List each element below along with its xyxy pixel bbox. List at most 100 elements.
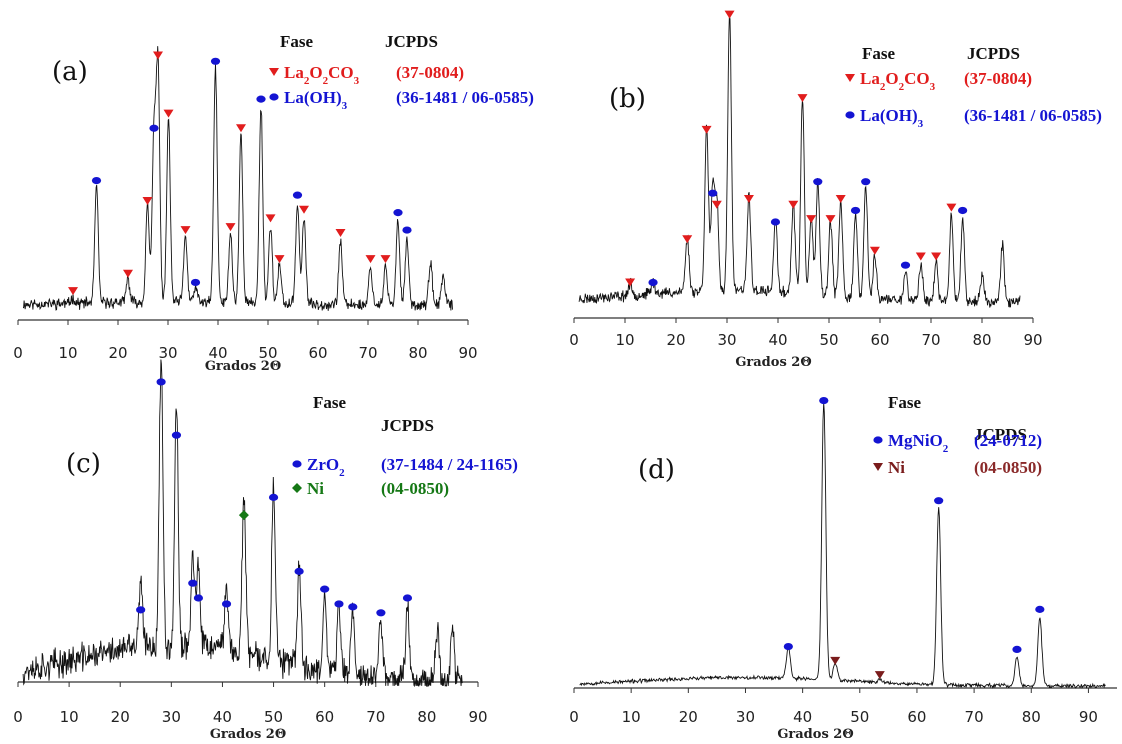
- x-tick-label: 40: [208, 344, 227, 362]
- x-tick-label: 0: [13, 708, 23, 726]
- x-tick-label: 50: [258, 344, 277, 362]
- peak-marker-triangle-icon: [915, 252, 926, 261]
- xrd-trace: [578, 14, 1021, 308]
- x-tick-label: 10: [58, 344, 77, 362]
- peak-marker-triangle-icon: [274, 255, 285, 264]
- peak-marker-triangle-icon: [236, 124, 246, 133]
- legend-jcpds-card: (37-0804): [964, 69, 1032, 88]
- x-tick-label: 70: [358, 344, 377, 362]
- legend-jcpds-card: (24-0712): [974, 431, 1042, 450]
- legend-header-jcpds: JCPDS: [967, 44, 1020, 63]
- peak-marker-triangle-icon: [153, 51, 163, 60]
- x-tick-label: 80: [417, 708, 436, 726]
- peak-marker-triangle-icon: [743, 194, 754, 203]
- peak-marker-circle-icon: [149, 124, 159, 132]
- peak-marker-circle-icon: [334, 600, 344, 608]
- peak-marker-triangle-icon: [625, 278, 636, 287]
- legend-header-phase: Fase: [280, 32, 314, 51]
- peak-marker-circle-icon: [193, 594, 204, 602]
- peak-marker-triangle-icon: [946, 203, 957, 212]
- x-tick-label: 60: [870, 331, 889, 349]
- peak-marker-triangle-icon: [711, 200, 722, 209]
- peak-marker-circle-icon: [819, 396, 829, 405]
- peak-marker-triangle-icon: [225, 223, 236, 232]
- peak-marker-circle-icon: [136, 606, 146, 614]
- peak-marker-triangle-icon: [682, 235, 693, 244]
- legend-marker-circle-icon: [269, 93, 279, 101]
- x-tick-label: 20: [108, 344, 127, 362]
- peak-marker-triangle-icon: [68, 287, 78, 296]
- peak-marker-circle-icon: [156, 378, 166, 386]
- peak-marker-triangle-icon: [869, 246, 880, 255]
- x-tick-label: 30: [158, 344, 177, 362]
- peak-marker-circle-icon: [958, 206, 968, 215]
- peak-marker-triangle-icon: [825, 215, 836, 224]
- x-axis-label: Grados 2Θ: [205, 359, 281, 374]
- legend-header-phase: Fase: [862, 44, 896, 63]
- x-tick-label: 40: [768, 331, 787, 349]
- x-tick-label: 70: [965, 708, 984, 726]
- peak-marker-circle-icon: [171, 431, 182, 439]
- x-tick-label: 20: [679, 708, 698, 726]
- peak-marker-triangle-icon: [142, 196, 153, 205]
- legend-phase-name: MgNiO2: [888, 431, 949, 455]
- x-tick-label: 70: [921, 331, 940, 349]
- x-tick-label: 80: [1022, 708, 1041, 726]
- x-tick-label: 50: [264, 708, 283, 726]
- x-tick-label: 90: [468, 708, 487, 726]
- x-tick-label: 40: [213, 708, 232, 726]
- peak-marker-triangle-icon: [335, 228, 346, 237]
- chart-panel-3: 0 10 20 30 40 50 60 70 80 90 Grados 2Θ (c) Fase JCPDS…: [13, 359, 518, 742]
- x-tick-label: 10: [60, 708, 79, 726]
- panel-label: (a): [52, 57, 88, 87]
- x-tick-label: 50: [850, 708, 869, 726]
- x-tick-label: 50: [819, 331, 838, 349]
- chart-panel-4: 0 10 20 30 40 50 60 70 80 90 Grados 2Θ (d) Fase JCPDS…: [569, 393, 1117, 742]
- legend-marker-circle-icon: [292, 460, 302, 468]
- peak-marker-circle-icon: [1012, 645, 1022, 654]
- peak-marker-triangle-icon: [830, 656, 841, 665]
- x-tick-label: 80: [972, 331, 991, 349]
- peak-marker-triangle-icon: [365, 255, 376, 264]
- peak-marker-circle-icon: [934, 497, 944, 505]
- x-tick-label: 0: [13, 344, 23, 362]
- peak-marker-triangle-icon: [874, 671, 885, 680]
- peak-marker-triangle-icon: [163, 109, 174, 118]
- peak-marker-circle-icon: [861, 178, 871, 186]
- peak-marker-circle-icon: [268, 493, 279, 501]
- peak-marker-diamond-icon: [238, 510, 249, 521]
- legend-jcpds-card: (36-1481 / 06-0585): [396, 88, 534, 107]
- x-tick-label: 20: [111, 708, 130, 726]
- x-tick-label: 20: [666, 331, 685, 349]
- x-tick-label: 30: [736, 708, 755, 726]
- peak-marker-triangle-icon: [931, 252, 942, 261]
- legend-marker-triangle-icon: [873, 463, 883, 471]
- x-tick-label: 60: [315, 708, 334, 726]
- peak-marker-triangle-icon: [701, 125, 712, 134]
- peak-marker-circle-icon: [1035, 605, 1045, 613]
- peak-marker-circle-icon: [221, 600, 232, 608]
- legend-marker-circle-icon: [873, 436, 883, 444]
- panel-label: (b): [609, 84, 646, 114]
- legend-header-jcpds: JCPDS: [385, 32, 438, 51]
- legend-jcpds-card: (36-1481 / 06-0585): [964, 106, 1102, 125]
- peak-marker-triangle-icon: [788, 200, 799, 209]
- peak-marker-triangle-icon: [806, 215, 817, 224]
- peak-marker-circle-icon: [708, 189, 718, 197]
- legend-phase-name: La2O2CO3: [860, 69, 936, 93]
- peak-marker-circle-icon: [813, 178, 823, 186]
- legend-jcpds-card: (37-0804): [396, 63, 464, 82]
- legend-header-jcpds: JCPDS: [381, 416, 434, 435]
- legend-phase-name: La2O2CO3: [284, 63, 360, 87]
- x-tick-label: 40: [793, 708, 812, 726]
- legend-marker-circle-icon: [845, 111, 855, 119]
- peak-marker-triangle-icon: [265, 214, 276, 223]
- peak-marker-triangle-icon: [180, 226, 191, 235]
- legend-marker-triangle-icon: [845, 74, 855, 82]
- peak-marker-circle-icon: [256, 95, 266, 103]
- peak-marker-triangle-icon: [380, 255, 391, 264]
- peak-marker-circle-icon: [190, 278, 201, 287]
- x-tick-label: 90: [458, 344, 477, 362]
- x-tick-label: 60: [308, 344, 327, 362]
- peak-marker-circle-icon: [210, 57, 221, 65]
